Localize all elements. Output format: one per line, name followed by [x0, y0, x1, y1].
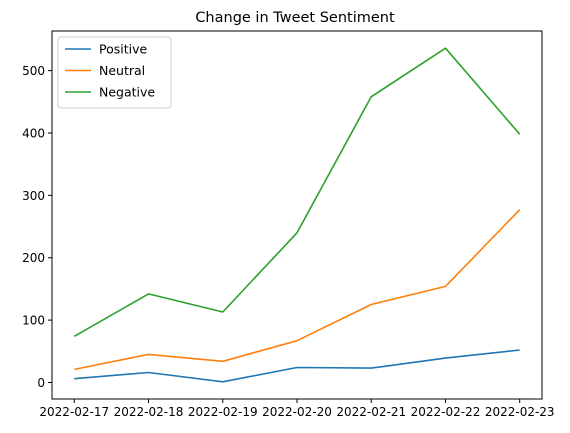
x-tick-label: 2022-02-20 [262, 405, 332, 419]
y-tick-label: 200 [22, 251, 45, 265]
x-tick-label: 2022-02-21 [336, 405, 406, 419]
x-tick-label: 2022-02-17 [39, 405, 109, 419]
series-lines [73, 47, 521, 383]
y-tick-label: 400 [22, 126, 45, 140]
x-tick-label: 2022-02-22 [411, 405, 481, 419]
x-tick-label: 2022-02-23 [485, 405, 555, 419]
chart-title: Change in Tweet Sentiment [195, 10, 395, 26]
y-tick-label: 100 [22, 314, 45, 328]
y-tick-label: 500 [22, 64, 45, 78]
series-line-neutral [74, 209, 521, 371]
y-tick-label: 300 [22, 189, 45, 203]
x-tick-label: 2022-02-19 [188, 405, 258, 419]
x-axis: 2022-02-17 2022-02-18 2022-02-19 2022-02-20… [39, 399, 555, 419]
series-line-negative [73, 47, 521, 337]
legend-label-negative: Negative [99, 85, 155, 100]
x-tick-label: 2022-02-18 [114, 405, 184, 419]
legend-label-neutral: Neutral [99, 63, 145, 78]
y-axis: 0 100 200 300 400 500 [22, 64, 52, 390]
legend-box [57, 36, 172, 109]
series-line-positive [74, 349, 520, 383]
legend: Positive Neutral Negative [57, 36, 172, 109]
legend-label-positive: Positive [99, 42, 147, 57]
y-tick-label: 0 [37, 376, 45, 390]
